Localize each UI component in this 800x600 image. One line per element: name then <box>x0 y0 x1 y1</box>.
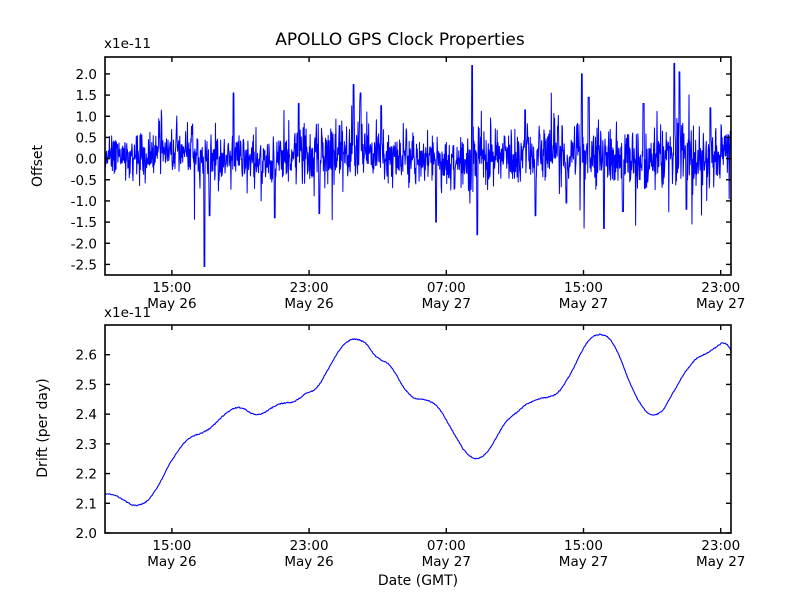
x-tick-label-time: 23:00 <box>290 280 329 296</box>
y-tick-label: 0.0 <box>76 152 97 168</box>
y-tick-label: 2.0 <box>76 526 97 542</box>
y-tick-label: 2.5 <box>76 377 97 393</box>
x-tick-label-date: May 26 <box>147 296 196 312</box>
x-tick-label-date: May 27 <box>559 296 608 312</box>
y-tick-label: -0.5 <box>71 173 97 189</box>
y-tick-label: 2.1 <box>76 496 97 512</box>
x-axis-label: Date (GMT) <box>377 573 459 589</box>
drift-data-line <box>105 333 731 507</box>
x-tick-label-time: 15:00 <box>152 280 191 296</box>
top-y-axis-label: Offset <box>30 144 46 188</box>
top-axis-exponent-label: x1e-11 <box>104 36 151 52</box>
x-tick-label-time: 07:00 <box>427 280 466 296</box>
plot-frame <box>104 324 732 534</box>
x-tick-label-time: 15:00 <box>152 538 191 554</box>
plot-frame <box>104 56 732 276</box>
x-tick-label-time: 15:00 <box>564 280 603 296</box>
x-tick-label-time: 15:00 <box>564 538 603 554</box>
plot-background <box>105 57 731 275</box>
bottom-y-axis-label: Drift (per day) <box>35 378 51 478</box>
x-tick-label-date: May 26 <box>284 554 333 570</box>
y-tick-label: 2.0 <box>76 67 97 83</box>
x-tick-label-date: May 27 <box>422 296 471 312</box>
x-tick-label-date: May 27 <box>696 554 745 570</box>
y-tick-label: -1.0 <box>71 194 97 210</box>
x-tick-label-time: 23:00 <box>290 538 329 554</box>
y-tick-label: 0.5 <box>76 130 97 146</box>
offset-panel: 2.0 1.5 1.0 0.5 0.0 -0.5 -1.0 -1.5 -2.0 -2.5 15:00… <box>71 56 745 312</box>
x-tick-label-date: May 27 <box>422 554 471 570</box>
y-tick-label: 2.6 <box>76 348 97 364</box>
y-tick-label: 2.4 <box>76 407 97 423</box>
x-tick-label-time: 23:00 <box>701 280 740 296</box>
y-tick-label: -2.5 <box>71 257 97 273</box>
x-tick-label-date: May 26 <box>284 296 333 312</box>
y-tick-label: -2.0 <box>71 236 97 252</box>
x-tick-label-date: May 27 <box>559 554 608 570</box>
page-title: APOLLO GPS Clock Properties <box>275 30 525 50</box>
offset-data-line <box>105 62 731 268</box>
y-tick-label: 1.0 <box>76 109 97 125</box>
y-tick-label: -1.5 <box>71 215 97 231</box>
y-tick-label: 2.2 <box>76 467 97 483</box>
x-tick-label-time: 07:00 <box>427 538 466 554</box>
y-tick-label: 1.5 <box>76 88 97 104</box>
plot-background <box>105 325 731 533</box>
x-tick-label-date: May 26 <box>147 554 196 570</box>
x-tick-label-date: May 27 <box>696 296 745 312</box>
x-tick-label-time: 23:00 <box>701 538 740 554</box>
y-tick-label: 2.3 <box>76 437 97 453</box>
bottom-axis-exponent-label: x1e-11 <box>104 305 151 321</box>
